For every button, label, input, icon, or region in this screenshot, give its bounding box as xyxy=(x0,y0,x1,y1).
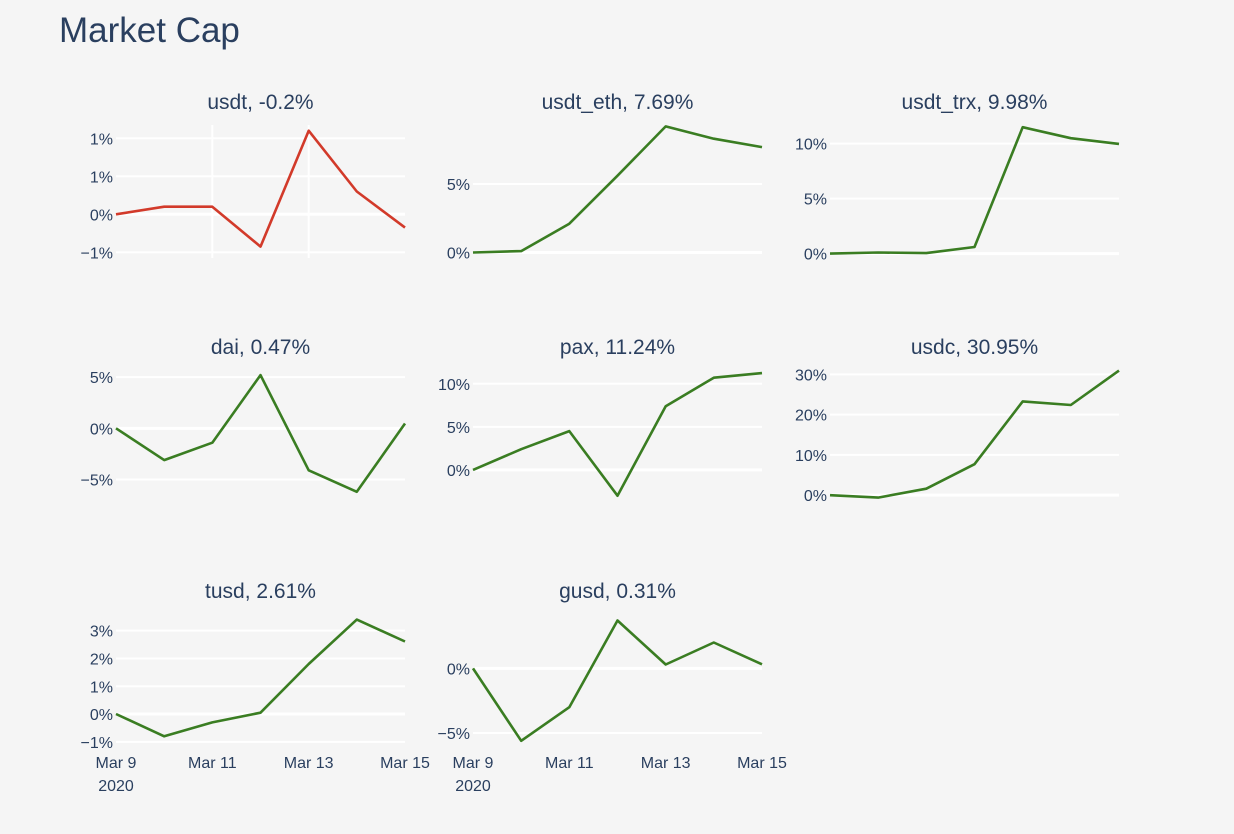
y-tick-label: 20% xyxy=(795,408,827,425)
subplot-title: usdt_eth, 7.69% xyxy=(542,91,694,114)
y-tick-label: 10% xyxy=(438,377,470,394)
y-tick-label: 10% xyxy=(795,448,827,465)
x-year-label: 2020 xyxy=(98,778,134,795)
y-tick-label: 0% xyxy=(447,463,470,480)
x-year-label: 2020 xyxy=(455,778,491,795)
y-tick-label: 0% xyxy=(804,488,827,505)
subplot-pax: pax, 11.24% 0% 5% 10% xyxy=(438,336,763,498)
y-tick-label: 0% xyxy=(804,247,827,264)
y-tick-label: 0% xyxy=(90,207,113,224)
y-tick-label: 1% xyxy=(90,679,113,696)
subplot-usdt_eth: usdt_eth, 7.69% 0% 5% xyxy=(447,91,763,263)
x-tick-label: Mar 11 xyxy=(545,755,594,772)
y-tick-label: 3% xyxy=(90,624,113,641)
y-tick-label: 5% xyxy=(804,192,827,209)
subplot-title: dai, 0.47% xyxy=(211,336,310,359)
y-tick-label: 5% xyxy=(90,370,113,387)
subplot-usdc: usdc, 30.95% 0% 10% 20% 30% xyxy=(795,336,1120,505)
y-tick-label: −1% xyxy=(81,245,113,262)
subplot-title: usdt, -0.2% xyxy=(207,91,313,114)
series-line-usdt xyxy=(115,129,406,248)
y-tick-label: 0% xyxy=(447,661,470,678)
subplot-title: usdc, 30.95% xyxy=(911,336,1038,359)
y-tick-label: 0% xyxy=(447,246,470,263)
subplot-usdt: usdt, -0.2% −1% 0% 1% 1% xyxy=(81,91,406,262)
subplot-title: gusd, 0.31% xyxy=(559,580,676,603)
x-tick-label: Mar 15 xyxy=(737,755,787,772)
series-line-usdt_trx xyxy=(829,125,1120,255)
series-line-usdt_eth xyxy=(472,125,763,254)
subplot-gusd: gusd, 0.31% −5% 0% Mar 9 Mar 11 Mar 13 Mar 15 2… xyxy=(438,580,787,795)
y-tick-label: 0% xyxy=(90,707,113,724)
series-line-pax xyxy=(472,371,763,498)
series-line-dai xyxy=(115,373,407,494)
x-tick-label: Mar 15 xyxy=(380,755,430,772)
subplot-usdt_trx: usdt_trx, 9.98% 0% 5% 10% xyxy=(795,91,1120,264)
subplot-title: pax, 11.24% xyxy=(560,336,675,359)
y-tick-label: 0% xyxy=(90,421,113,438)
y-tick-label: 1% xyxy=(90,169,113,186)
y-tick-label: 1% xyxy=(90,131,113,148)
series-line-gusd xyxy=(471,619,763,743)
y-tick-label: −1% xyxy=(81,735,113,752)
subplot-title: tusd, 2.61% xyxy=(205,580,316,603)
y-tick-label: 5% xyxy=(447,420,470,437)
y-tick-label: −5% xyxy=(438,726,470,743)
subplot-tusd: tusd, 2.61% −1% 0% 1% 2% 3% Mar 9 Mar 11 Mar 13 M… xyxy=(81,580,430,795)
subplot-dai: dai, 0.47% −5% 0% 5% xyxy=(81,336,407,494)
page-title: Market Cap xyxy=(59,11,240,50)
series-line-usdc xyxy=(829,369,1120,499)
x-tick-label: Mar 9 xyxy=(96,755,137,772)
series-line-tusd xyxy=(115,618,406,738)
y-tick-label: 2% xyxy=(90,651,113,668)
subplot-title: usdt_trx, 9.98% xyxy=(902,91,1048,114)
y-tick-label: 5% xyxy=(447,177,470,194)
x-tick-label: Mar 9 xyxy=(453,755,494,772)
y-tick-label: 10% xyxy=(795,137,827,154)
x-tick-label: Mar 11 xyxy=(188,755,237,772)
y-tick-label: −5% xyxy=(81,473,113,490)
x-tick-label: Mar 13 xyxy=(284,755,334,772)
y-tick-label: 30% xyxy=(795,367,827,384)
x-tick-label: Mar 13 xyxy=(641,755,691,772)
